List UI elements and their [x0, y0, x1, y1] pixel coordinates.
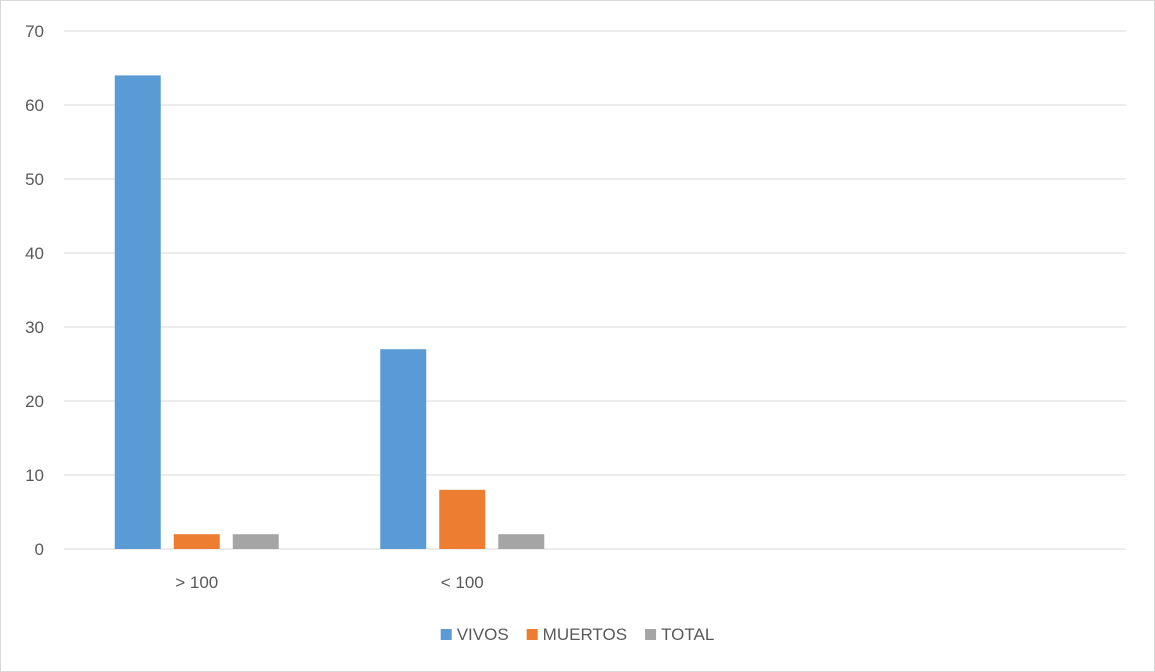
legend-label-total: TOTAL	[661, 625, 714, 644]
y-axis-tick-labels: 0 10 20 30 40 50 60 70	[25, 22, 44, 559]
gridlines	[64, 30, 1126, 550]
y-tick-label-70: 70	[25, 22, 44, 41]
legend-label-muertos: MUERTOS	[543, 625, 627, 644]
bar-total-1	[232, 534, 279, 549]
y-tick-label-50: 50	[25, 170, 44, 189]
bar-muertos-2	[439, 489, 486, 549]
x-tick-label-1: > 100	[175, 573, 218, 592]
x-axis-tick-labels: > 100 < 100	[175, 573, 484, 592]
bar-total-2	[498, 534, 545, 549]
y-tick-label-10: 10	[25, 466, 44, 485]
bar-vivos-2	[380, 349, 427, 549]
bar-muertos-1	[173, 534, 220, 549]
y-tick-label-0: 0	[35, 540, 44, 559]
y-tick-label-30: 30	[25, 318, 44, 337]
x-tick-label-2: < 100	[441, 573, 484, 592]
legend-label-vivos: VIVOS	[457, 625, 509, 644]
y-tick-label-60: 60	[25, 96, 44, 115]
legend-swatch-total	[645, 629, 657, 640]
legend-swatch-muertos	[526, 629, 538, 640]
bar-vivos-1	[114, 75, 161, 550]
bars	[114, 75, 545, 550]
y-tick-label-20: 20	[25, 392, 44, 411]
y-tick-label-40: 40	[25, 244, 44, 263]
legend: VIVOS MUERTOS TOTAL	[440, 625, 714, 644]
legend-swatch-vivos	[440, 629, 452, 640]
